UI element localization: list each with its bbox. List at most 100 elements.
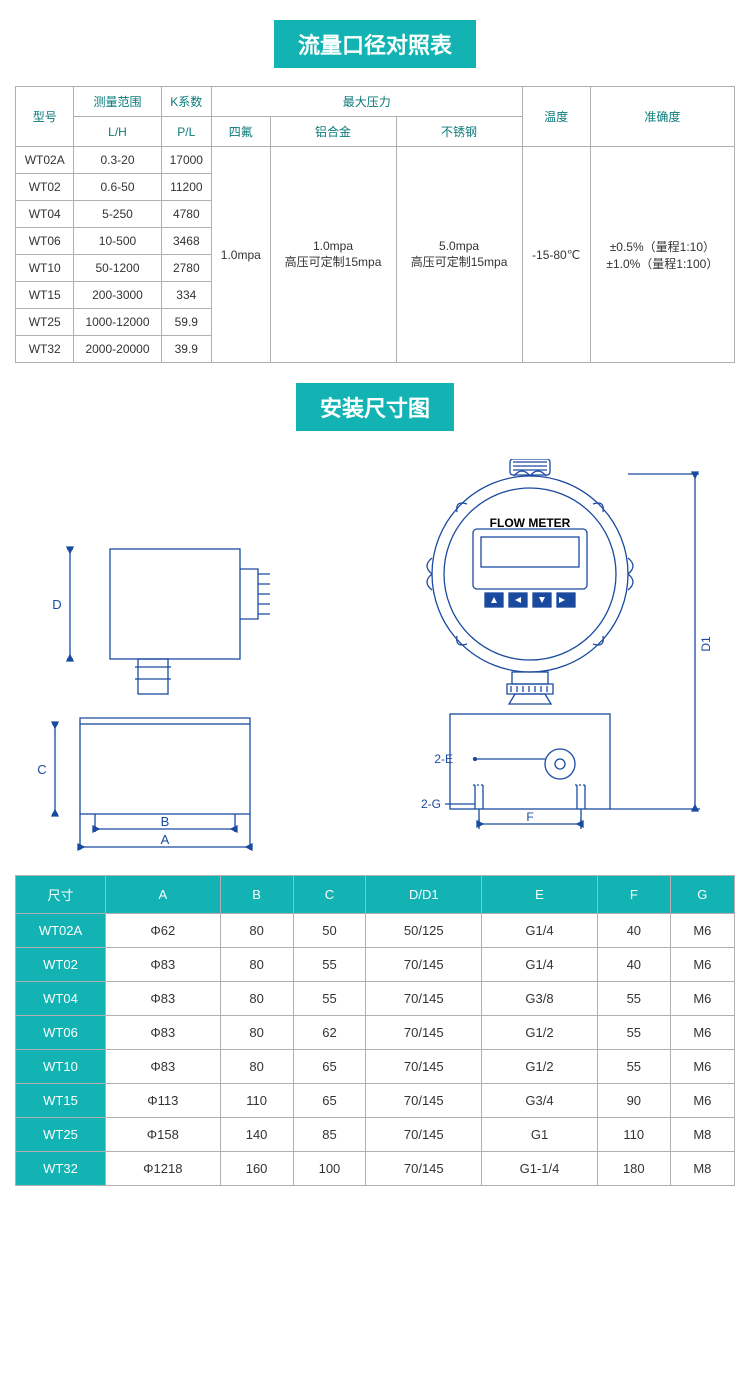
dims-row: WT02AΦ62805050/125G1/440M6 xyxy=(16,914,735,948)
dims-cell: Φ62 xyxy=(106,914,221,948)
section-1-title: 流量口径对照表 xyxy=(274,20,476,68)
lbl-C: C xyxy=(37,762,46,777)
hdr-maxp: 最大压力 xyxy=(212,87,522,117)
spec-merged-cell: 1.0mpa高压可定制15mpa xyxy=(270,147,396,363)
dims-cell: 55 xyxy=(293,982,366,1016)
dims-cell: G1/4 xyxy=(482,948,598,982)
dims-cell: 65 xyxy=(293,1084,366,1118)
dims-cell: 70/145 xyxy=(366,948,482,982)
dims-cell: M6 xyxy=(670,1050,734,1084)
spec-cell: WT25 xyxy=(16,309,74,336)
left-diagram: D C B A xyxy=(15,529,295,859)
dims-cell: 90 xyxy=(597,1084,670,1118)
spec-cell: 200-3000 xyxy=(74,282,161,309)
dims-header-cell: A xyxy=(106,876,221,914)
section-2-title-row: 安装尺寸图 xyxy=(0,363,750,449)
lbl-D1: D1 xyxy=(699,636,713,652)
dims-cell: 80 xyxy=(220,914,293,948)
dims-cell: 70/145 xyxy=(366,1050,482,1084)
dims-cell: 70/145 xyxy=(366,1084,482,1118)
lbl-B: B xyxy=(161,814,170,829)
dims-cell: 55 xyxy=(597,1016,670,1050)
dims-cell: G3/8 xyxy=(482,982,598,1016)
dims-cell: 40 xyxy=(597,914,670,948)
dims-cell: Φ1218 xyxy=(106,1152,221,1186)
spec-cell: 0.6-50 xyxy=(74,174,161,201)
section-1-title-row: 流量口径对照表 xyxy=(0,0,750,86)
dims-cell: G1/2 xyxy=(482,1016,598,1050)
spec-cell: 10-500 xyxy=(74,228,161,255)
dims-cell: 55 xyxy=(597,1050,670,1084)
dims-cell: 65 xyxy=(293,1050,366,1084)
spec-cell: 39.9 xyxy=(161,336,212,363)
dims-table: 尺寸ABCD/D1EFG WT02AΦ62805050/125G1/440M6W… xyxy=(15,875,735,1186)
hdr-model: 型号 xyxy=(16,87,74,147)
hdr-k-unit: P/L xyxy=(161,117,212,147)
dims-cell: 70/145 xyxy=(366,982,482,1016)
dims-cell: WT02A xyxy=(16,914,106,948)
dims-cell: WT15 xyxy=(16,1084,106,1118)
hdr-maxp-2: 不锈钢 xyxy=(396,117,522,147)
dims-cell: 140 xyxy=(220,1118,293,1152)
dims-cell: 80 xyxy=(220,1016,293,1050)
lbl-2G: 2-G xyxy=(421,797,441,811)
spec-cell: 334 xyxy=(161,282,212,309)
dims-cell: 80 xyxy=(220,982,293,1016)
dims-cell: 110 xyxy=(597,1118,670,1152)
hdr-acc: 准确度 xyxy=(590,87,734,147)
spec-cell: 11200 xyxy=(161,174,212,201)
dims-header-cell: E xyxy=(482,876,598,914)
spec-table: 型号 测量范围 K系数 最大压力 温度 准确度 L/H P/L 四氟 铝合金 不… xyxy=(15,86,735,363)
dims-cell: 55 xyxy=(597,982,670,1016)
spec-merged-cell: ±0.5%（量程1:10）±1.0%（量程1:100） xyxy=(590,147,734,363)
dims-cell: 80 xyxy=(220,948,293,982)
spec-merged-cell: -15-80℃ xyxy=(522,147,590,363)
dims-cell: M6 xyxy=(670,1084,734,1118)
spec-cell: WT06 xyxy=(16,228,74,255)
diagram-area: D C B A xyxy=(15,459,735,859)
dims-cell: M8 xyxy=(670,1152,734,1186)
dims-cell: Φ158 xyxy=(106,1118,221,1152)
spec-cell: 59.9 xyxy=(161,309,212,336)
dims-cell: M6 xyxy=(670,914,734,948)
dims-cell: M8 xyxy=(670,1118,734,1152)
lbl-D: D xyxy=(52,597,61,612)
spec-cell: WT02 xyxy=(16,174,74,201)
dims-row: WT15Φ1131106570/145G3/490M6 xyxy=(16,1084,735,1118)
spec-merged-cell: 1.0mpa xyxy=(212,147,270,363)
spec-cell: 5-250 xyxy=(74,201,161,228)
dims-cell: M6 xyxy=(670,948,734,982)
spec-row: WT02A0.3-20170001.0mpa1.0mpa高压可定制15mpa5.… xyxy=(16,147,735,174)
spec-cell: 17000 xyxy=(161,147,212,174)
dims-row: WT25Φ1581408570/145G1110M8 xyxy=(16,1118,735,1152)
dims-cell: Φ83 xyxy=(106,948,221,982)
spec-cell: WT32 xyxy=(16,336,74,363)
dims-cell: 85 xyxy=(293,1118,366,1152)
dims-header-cell: F xyxy=(597,876,670,914)
spec-cell: WT15 xyxy=(16,282,74,309)
hdr-k: K系数 xyxy=(161,87,212,117)
dims-row: WT02Φ83805570/145G1/440M6 xyxy=(16,948,735,982)
dims-cell: 110 xyxy=(220,1084,293,1118)
dims-cell: 50 xyxy=(293,914,366,948)
hdr-range: 测量范围 xyxy=(74,87,161,117)
hdr-maxp-0: 四氟 xyxy=(212,117,270,147)
dims-cell: G1-1/4 xyxy=(482,1152,598,1186)
spec-cell: 1000-12000 xyxy=(74,309,161,336)
dims-cell: WT06 xyxy=(16,1016,106,1050)
dims-cell: 70/145 xyxy=(366,1016,482,1050)
dims-cell: 62 xyxy=(293,1016,366,1050)
dims-cell: WT25 xyxy=(16,1118,106,1152)
dims-header-cell: 尺寸 xyxy=(16,876,106,914)
dims-cell: 70/145 xyxy=(366,1152,482,1186)
dims-cell: 100 xyxy=(293,1152,366,1186)
dims-row: WT32Φ121816010070/145G1-1/4180M8 xyxy=(16,1152,735,1186)
right-diagram: FLOW METER 2-E 2-G F D1 xyxy=(355,459,735,859)
spec-cell: 2000-20000 xyxy=(74,336,161,363)
dims-cell: WT10 xyxy=(16,1050,106,1084)
spec-cell: 2780 xyxy=(161,255,212,282)
dims-row: WT04Φ83805570/145G3/855M6 xyxy=(16,982,735,1016)
dims-cell: G3/4 xyxy=(482,1084,598,1118)
dims-header-cell: D/D1 xyxy=(366,876,482,914)
dims-cell: M6 xyxy=(670,1016,734,1050)
